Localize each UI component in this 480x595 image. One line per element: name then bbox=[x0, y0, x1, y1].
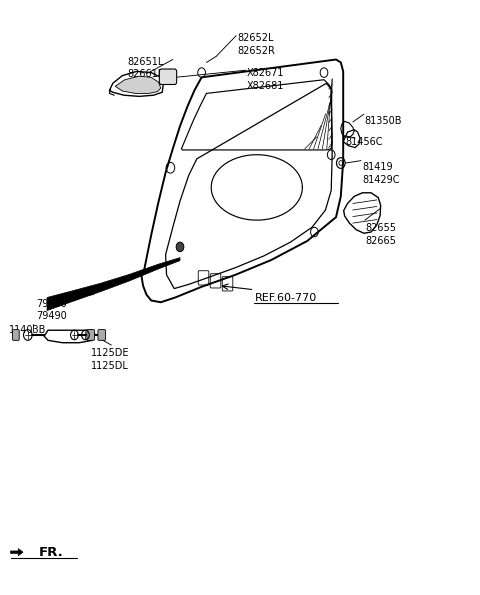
Text: 1125DE
1125DL: 1125DE 1125DL bbox=[91, 348, 130, 371]
Text: REF.60-770: REF.60-770 bbox=[254, 293, 317, 303]
FancyBboxPatch shape bbox=[98, 330, 106, 340]
Text: 11403B: 11403B bbox=[9, 325, 46, 336]
Text: 81350B: 81350B bbox=[365, 116, 402, 126]
Text: 81456C: 81456C bbox=[346, 137, 383, 147]
Polygon shape bbox=[47, 258, 180, 311]
Text: 82651L
82661R: 82651L 82661R bbox=[127, 57, 165, 79]
FancyBboxPatch shape bbox=[87, 330, 95, 340]
Polygon shape bbox=[11, 549, 23, 556]
FancyBboxPatch shape bbox=[12, 330, 19, 340]
Circle shape bbox=[176, 242, 184, 252]
Polygon shape bbox=[115, 76, 161, 93]
FancyBboxPatch shape bbox=[159, 69, 177, 84]
Text: 79480
79490: 79480 79490 bbox=[36, 299, 67, 321]
Text: 81419
81429C: 81419 81429C bbox=[362, 162, 400, 184]
Text: 82652L
82652R: 82652L 82652R bbox=[238, 33, 276, 55]
Text: FR.: FR. bbox=[38, 546, 63, 559]
Text: X82671
X82681: X82671 X82681 bbox=[247, 68, 285, 91]
Text: 82655
82665: 82655 82665 bbox=[366, 223, 397, 246]
